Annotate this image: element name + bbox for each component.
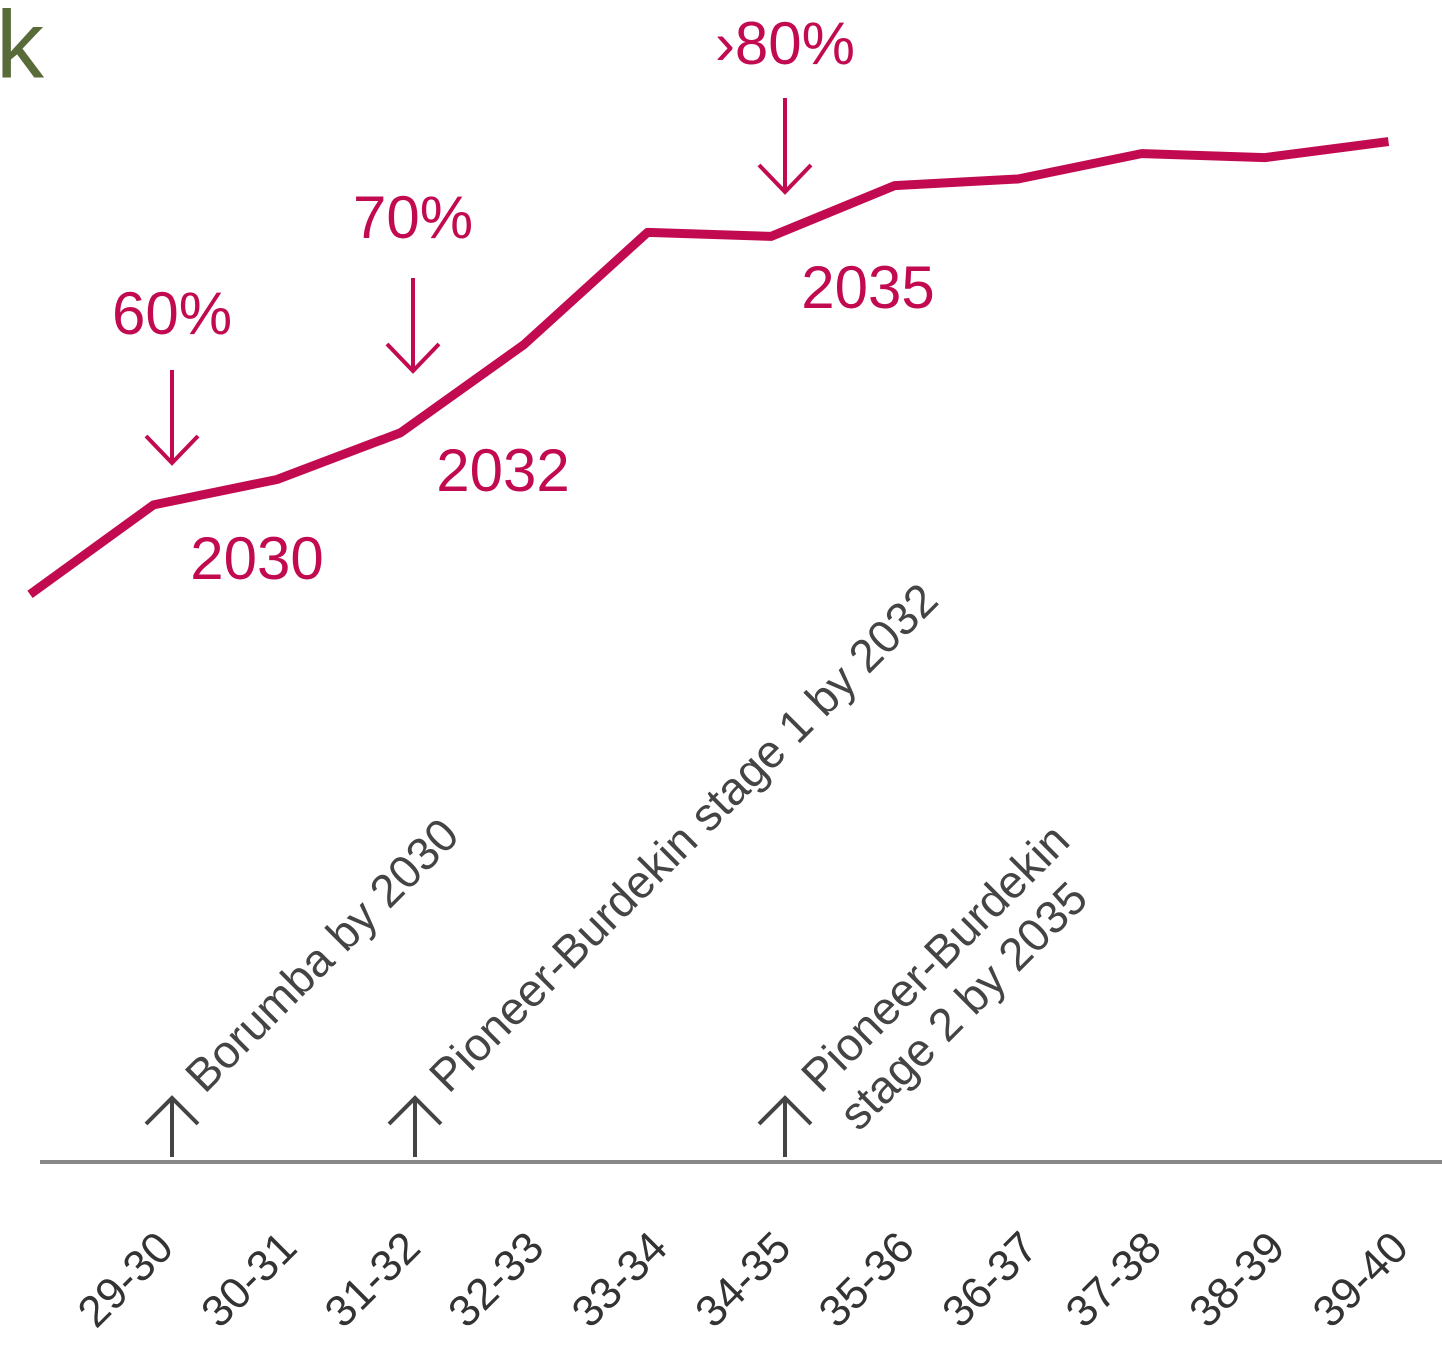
arrow: [757, 98, 813, 195]
year-label: 2035: [801, 254, 934, 321]
year-label: 2032: [436, 437, 569, 504]
arrow: [385, 278, 441, 374]
x-tick-label: 36-37: [933, 1223, 1047, 1337]
arrow: [144, 1095, 200, 1157]
annotation: ›80%: [715, 10, 855, 77]
up-arrows: [144, 1095, 813, 1157]
arrow: [144, 370, 200, 466]
x-tick-label: 34-35: [686, 1223, 800, 1337]
x-tick-label: 30-31: [192, 1223, 306, 1337]
milestone-label: Borumba by 2030: [175, 808, 469, 1102]
x-tick-label: 39-40: [1304, 1223, 1418, 1337]
x-tick-label: 35-36: [810, 1223, 924, 1337]
annotation: 70%: [353, 184, 473, 251]
down-arrows: [144, 98, 813, 466]
x-tick-label: 32-33: [439, 1223, 553, 1337]
year-label: 2030: [190, 525, 323, 592]
title-fragment: k: [0, 0, 45, 98]
x-tick-label: 33-34: [563, 1223, 677, 1337]
arrow: [387, 1095, 443, 1157]
arrow: [757, 1095, 813, 1157]
x-tick-label: 38-39: [1180, 1223, 1294, 1337]
annotation: 60%: [112, 280, 232, 347]
data-line: [27, 137, 1390, 598]
x-tick-label: 37-38: [1057, 1223, 1171, 1337]
x-tick-label: 31-32: [316, 1223, 430, 1337]
x-tick-label: 29-30: [69, 1223, 183, 1337]
